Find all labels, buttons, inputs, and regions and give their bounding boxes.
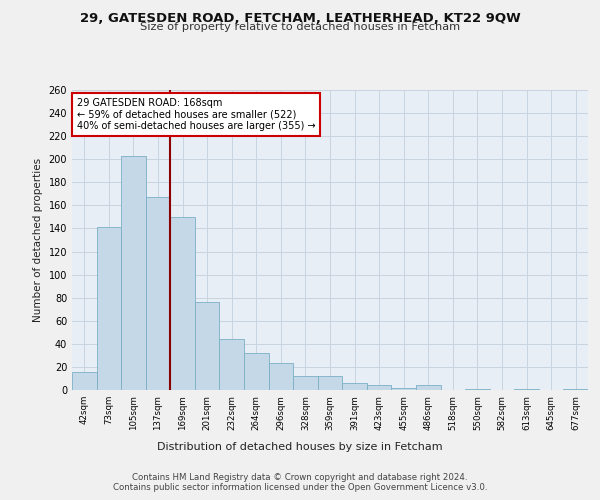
Text: 29, GATESDEN ROAD, FETCHAM, LEATHERHEAD, KT22 9QW: 29, GATESDEN ROAD, FETCHAM, LEATHERHEAD,… [80,12,520,26]
Bar [563,389,588,390]
Text: Distribution of detached houses by size in Fetcham: Distribution of detached houses by size … [157,442,443,452]
Bar [342,383,367,390]
Bar [97,228,121,390]
Bar [293,376,318,390]
Bar [195,302,220,390]
Text: Size of property relative to detached houses in Fetcham: Size of property relative to detached ho… [140,22,460,32]
Text: Contains HM Land Registry data © Crown copyright and database right 2024.: Contains HM Land Registry data © Crown c… [132,472,468,482]
Text: Contains public sector information licensed under the Open Government Licence v3: Contains public sector information licen… [113,482,487,492]
Bar [220,339,244,390]
Text: 29 GATESDEN ROAD: 168sqm
← 59% of detached houses are smaller (522)
40% of semi-: 29 GATESDEN ROAD: 168sqm ← 59% of detach… [77,98,316,132]
Bar [244,353,269,390]
Bar [391,388,416,390]
Bar [514,389,539,390]
Bar [416,386,440,390]
Y-axis label: Number of detached properties: Number of detached properties [33,158,43,322]
Bar [170,217,195,390]
Bar [146,198,170,390]
Bar [269,364,293,390]
Bar [465,389,490,390]
Bar [72,372,97,390]
Bar [367,386,391,390]
Bar [318,376,342,390]
Bar [121,156,146,390]
